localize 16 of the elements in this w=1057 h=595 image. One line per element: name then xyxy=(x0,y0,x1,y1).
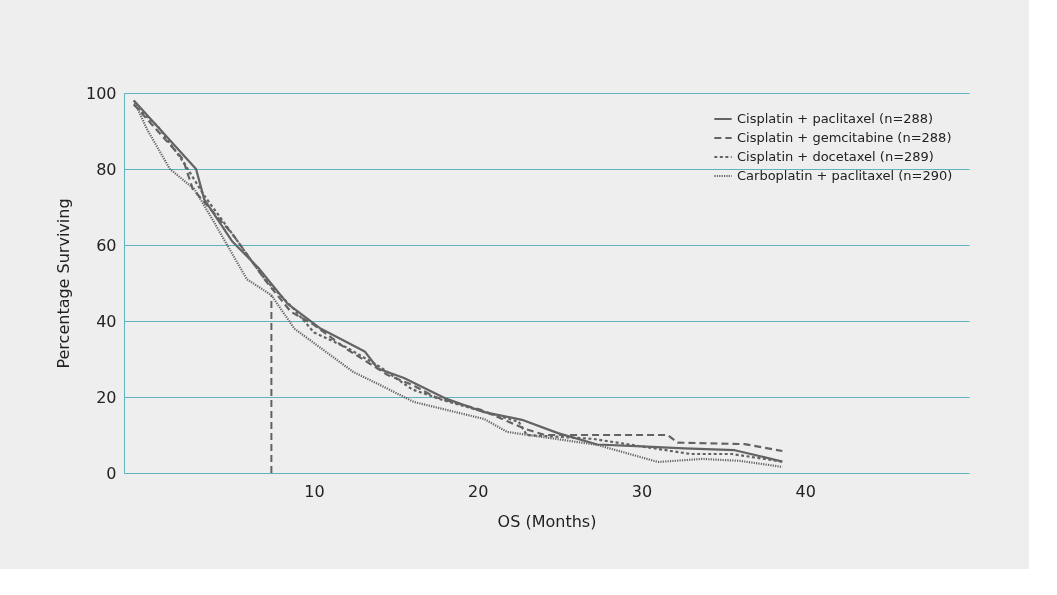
x-axis-title: OS (Months) xyxy=(497,511,597,531)
legend-label: Cisplatin + docetaxel (n=289) xyxy=(737,149,934,164)
legend-label: Cisplatin + gemcitabine (n=288) xyxy=(737,130,952,145)
legend-label: Carboplatin + paclitaxel (n=290) xyxy=(737,168,953,183)
y-axis-title: Percentage Surviving xyxy=(53,198,73,369)
legend-label: Cisplatin + paclitaxel (n=288) xyxy=(737,111,934,126)
x-tick-label: 30 xyxy=(631,481,653,501)
x-tick-label: 10 xyxy=(304,481,325,501)
y-tick-label: 60 xyxy=(96,235,117,255)
y-tick-label: 40 xyxy=(96,311,117,331)
y-tick-label: 80 xyxy=(96,159,117,179)
y-tick-label: 0 xyxy=(106,463,117,483)
x-tick-label: 40 xyxy=(795,481,816,501)
y-tick-label: 100 xyxy=(85,83,117,103)
y-tick-label: 20 xyxy=(96,387,117,407)
x-tick-label: 20 xyxy=(468,481,489,501)
